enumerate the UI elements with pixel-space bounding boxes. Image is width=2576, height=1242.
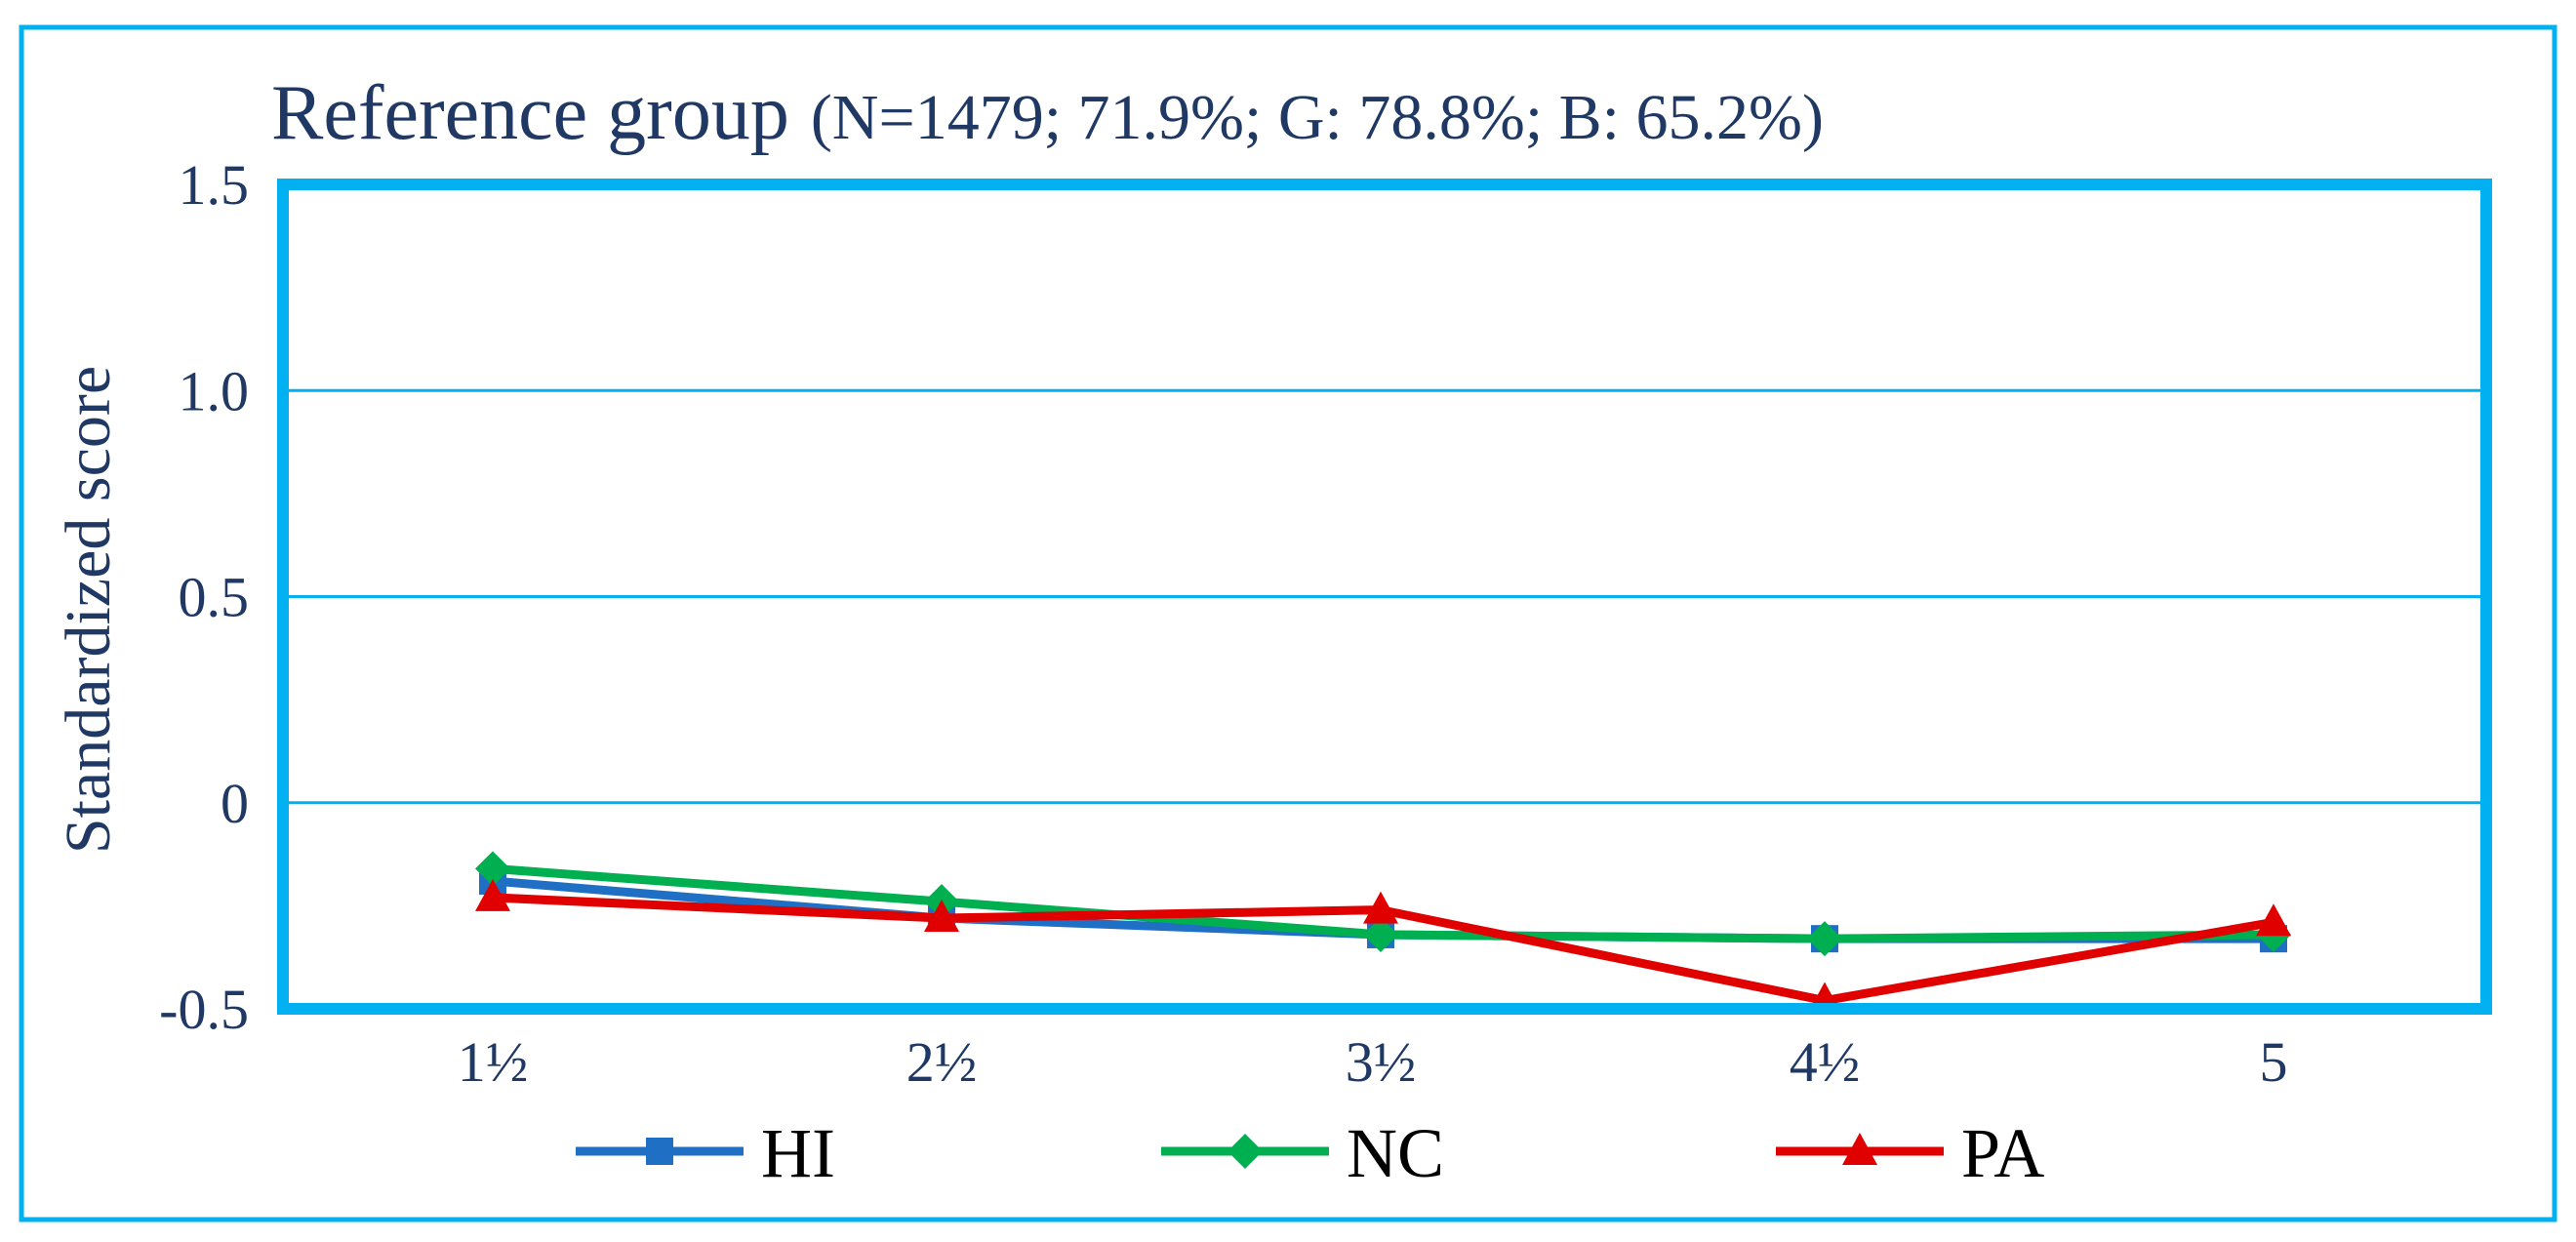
data-point-nc xyxy=(1363,916,1398,952)
x-tick-label: 2½ xyxy=(906,1030,978,1094)
data-point-nc xyxy=(1807,921,1842,957)
series-group xyxy=(475,851,2291,1015)
legend-label-hi: HI xyxy=(761,1114,835,1192)
y-tick-labels: -0.5 0 0.5 1.0 1.5 xyxy=(159,153,249,1041)
legend-marker-hi xyxy=(646,1138,673,1165)
x-tick-labels: 1½ 2½ 3½ 4½ 5 xyxy=(458,1030,2288,1094)
chart-subtitle: (N=1479; 71.9%; G: 78.8%; B: 65.2%) xyxy=(811,82,1824,153)
legend: HI NC PA xyxy=(576,1114,2044,1192)
x-tick-label: 4½ xyxy=(1790,1030,1861,1094)
x-tick-label: 1½ xyxy=(458,1030,529,1094)
data-point-pa xyxy=(2256,903,2291,937)
data-point-pa xyxy=(924,900,959,933)
y-tick-label: 0.5 xyxy=(179,566,250,629)
legend-marker-pa xyxy=(1842,1133,1877,1165)
y-tick-label: 1.0 xyxy=(179,359,250,422)
chart-title: Reference group xyxy=(271,70,789,156)
y-tick-label: 1.5 xyxy=(179,153,250,217)
outer-border xyxy=(19,24,2557,1222)
x-tick-label: 5 xyxy=(2260,1030,2288,1094)
legend-marker-nc xyxy=(1228,1134,1263,1169)
chart-title-line: Reference group (N=1479; 71.9%; G: 78.8%… xyxy=(271,70,1824,156)
legend-label-pa: PA xyxy=(1961,1114,2044,1192)
y-axis-label: Standardized score xyxy=(53,366,124,854)
y-tick-label: -0.5 xyxy=(159,978,249,1041)
legend-label-nc: NC xyxy=(1347,1114,1444,1192)
data-point-nc xyxy=(475,851,510,887)
gridlines xyxy=(283,388,2486,805)
data-point-pa xyxy=(1363,891,1398,924)
y-tick-label: 0 xyxy=(221,772,249,835)
x-tick-label: 3½ xyxy=(1346,1030,1417,1094)
data-point-pa xyxy=(475,878,510,911)
plot-frame xyxy=(277,179,2492,1015)
